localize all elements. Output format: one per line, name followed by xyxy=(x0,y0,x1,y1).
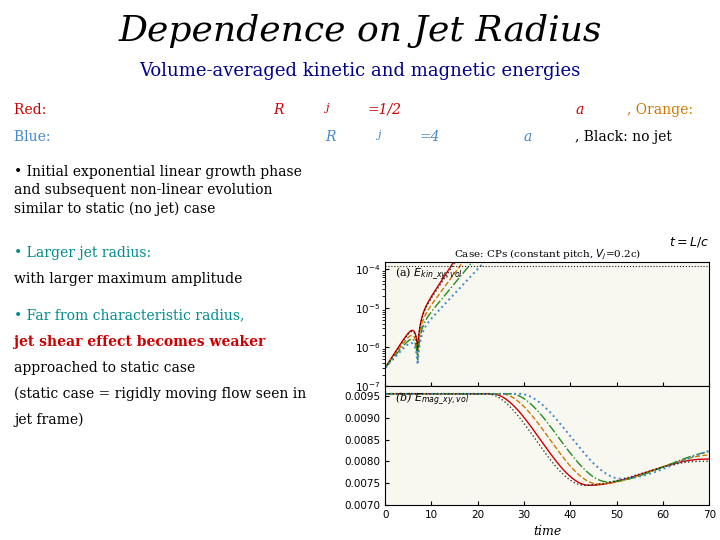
Text: j: j xyxy=(377,130,381,140)
Text: j: j xyxy=(325,103,329,113)
Text: $t=L/c$: $t=L/c$ xyxy=(669,235,709,249)
Text: (a) $E_{kin\_xy,vol}$: (a) $E_{kin\_xy,vol}$ xyxy=(395,266,463,282)
Text: jet frame): jet frame) xyxy=(14,413,84,427)
Text: • Larger jet radius:: • Larger jet radius: xyxy=(14,246,156,260)
Text: R: R xyxy=(325,130,336,144)
Text: (static case = rigidly moving flow seen in: (static case = rigidly moving flow seen … xyxy=(14,387,307,401)
Text: • Far from characteristic radius,: • Far from characteristic radius, xyxy=(14,308,249,322)
Text: =1/2: =1/2 xyxy=(368,103,402,117)
X-axis label: time: time xyxy=(533,525,562,538)
Text: with larger maximum amplitude: with larger maximum amplitude xyxy=(14,272,243,286)
Text: , Orange:: , Orange: xyxy=(627,103,698,117)
Text: =4: =4 xyxy=(420,130,441,144)
Text: Blue:: Blue: xyxy=(14,130,55,144)
Text: a: a xyxy=(523,130,531,144)
Text: , Black: no jet: , Black: no jet xyxy=(575,130,672,144)
Text: a: a xyxy=(575,103,583,117)
Text: (b) $E_{mag\_xy,vol}$: (b) $E_{mag\_xy,vol}$ xyxy=(395,390,469,407)
Text: Dependence on Jet Radius: Dependence on Jet Radius xyxy=(118,14,602,48)
Text: • Initial exponential linear growth phase
and subsequent non-linear evolution
si: • Initial exponential linear growth phas… xyxy=(14,165,302,216)
Text: jet shear effect becomes weaker: jet shear effect becomes weaker xyxy=(14,335,266,349)
Text: approached to static case: approached to static case xyxy=(14,361,196,375)
Title: Case: CPs (constant pitch, $V_j$=0.2c): Case: CPs (constant pitch, $V_j$=0.2c) xyxy=(454,247,641,262)
Text: R: R xyxy=(274,103,284,117)
Text: Red:: Red: xyxy=(14,103,51,117)
Text: Volume-averaged kinetic and magnetic energies: Volume-averaged kinetic and magnetic ene… xyxy=(140,62,580,80)
